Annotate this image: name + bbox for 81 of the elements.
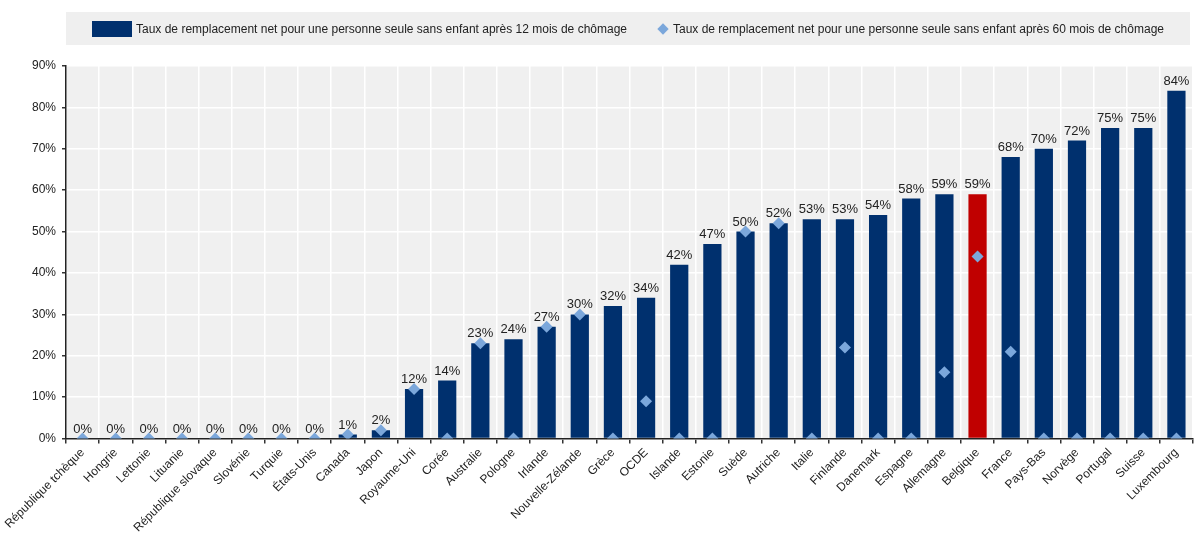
- bar: [1034, 148, 1053, 438]
- data-label: 14%: [434, 362, 461, 378]
- data-label: 58%: [898, 180, 925, 196]
- data-label: 24%: [500, 321, 527, 337]
- bar: [1134, 128, 1153, 438]
- data-label: 84%: [1163, 72, 1190, 88]
- bar: [835, 219, 855, 438]
- data-label: 1%: [338, 416, 358, 432]
- bar: [670, 264, 689, 438]
- data-label: 2%: [371, 412, 391, 428]
- y-tick-label: 70%: [31, 141, 57, 156]
- data-label: 53%: [831, 201, 859, 217]
- data-label: 53%: [798, 201, 826, 217]
- bar: [438, 380, 457, 438]
- point: [938, 366, 951, 379]
- bar: [902, 198, 921, 438]
- data-label: 70%: [1030, 130, 1058, 146]
- bar: [404, 388, 424, 438]
- data-label: 0%: [172, 420, 192, 436]
- data-label: 47%: [699, 226, 726, 242]
- bar: [1067, 140, 1087, 438]
- data-label: 0%: [73, 420, 93, 436]
- point: [573, 308, 586, 321]
- point: [971, 250, 984, 263]
- y-tick-label: 40%: [31, 265, 57, 280]
- data-label: 68%: [997, 139, 1025, 155]
- data-label: 0%: [106, 420, 126, 436]
- bar: [703, 244, 722, 438]
- bar: [636, 297, 656, 438]
- bar: [968, 194, 987, 438]
- y-tick-label: 10%: [31, 389, 57, 404]
- point: [739, 225, 752, 238]
- bar: [504, 339, 523, 438]
- y-tick-label: 60%: [31, 182, 57, 197]
- data-label: 59%: [964, 176, 991, 192]
- y-tick-label: 50%: [31, 223, 57, 238]
- point: [540, 320, 553, 333]
- data-label: 27%: [533, 308, 561, 324]
- bar: [868, 215, 888, 438]
- legend-label: Taux de remplacement net pour une personne seule sans enfant après 60 mois de chômage: [673, 21, 1164, 36]
- data-label: 0%: [305, 420, 325, 436]
- y-tick-label: 30%: [31, 306, 57, 321]
- data-label: 59%: [931, 176, 958, 192]
- data-label: 0%: [238, 420, 259, 436]
- bar: [802, 219, 821, 438]
- data-label: 32%: [599, 288, 627, 304]
- data-label: 50%: [732, 213, 759, 229]
- data-label: 12%: [401, 370, 428, 386]
- legend-label: Taux de remplacement net pour une personne seule sans enfant après 12 mois de chômage: [136, 21, 627, 36]
- data-label: 30%: [566, 296, 594, 312]
- data-label: 23%: [467, 325, 494, 341]
- bar: [769, 223, 788, 438]
- point: [1004, 345, 1017, 358]
- bar: [537, 326, 556, 438]
- bar: [603, 306, 623, 438]
- y-tick-label: 80%: [31, 99, 57, 114]
- data-label: 54%: [865, 197, 892, 213]
- bar: [570, 314, 589, 438]
- bar: [935, 194, 954, 438]
- data-label: 0%: [205, 420, 226, 436]
- data-label: 34%: [633, 279, 660, 295]
- point: [838, 341, 851, 354]
- point: [474, 337, 487, 350]
- bar: [1101, 128, 1120, 438]
- data-label: 75%: [1097, 110, 1124, 126]
- bar: [1001, 157, 1020, 438]
- y-tick-label: 20%: [31, 348, 57, 363]
- point: [772, 217, 785, 230]
- data-label: 42%: [666, 246, 693, 262]
- bar: [1167, 90, 1186, 438]
- data-label: 72%: [1063, 122, 1091, 138]
- data-label: 75%: [1130, 110, 1157, 126]
- data-label: 0%: [139, 420, 159, 436]
- point: [341, 428, 354, 439]
- y-tick-label: 90%: [31, 58, 57, 73]
- data-label: 52%: [765, 205, 793, 221]
- data-label: 0%: [272, 420, 292, 436]
- bar: [736, 231, 755, 438]
- y-tick-label: 0%: [38, 430, 57, 445]
- point: [408, 382, 421, 395]
- bar: [471, 343, 490, 438]
